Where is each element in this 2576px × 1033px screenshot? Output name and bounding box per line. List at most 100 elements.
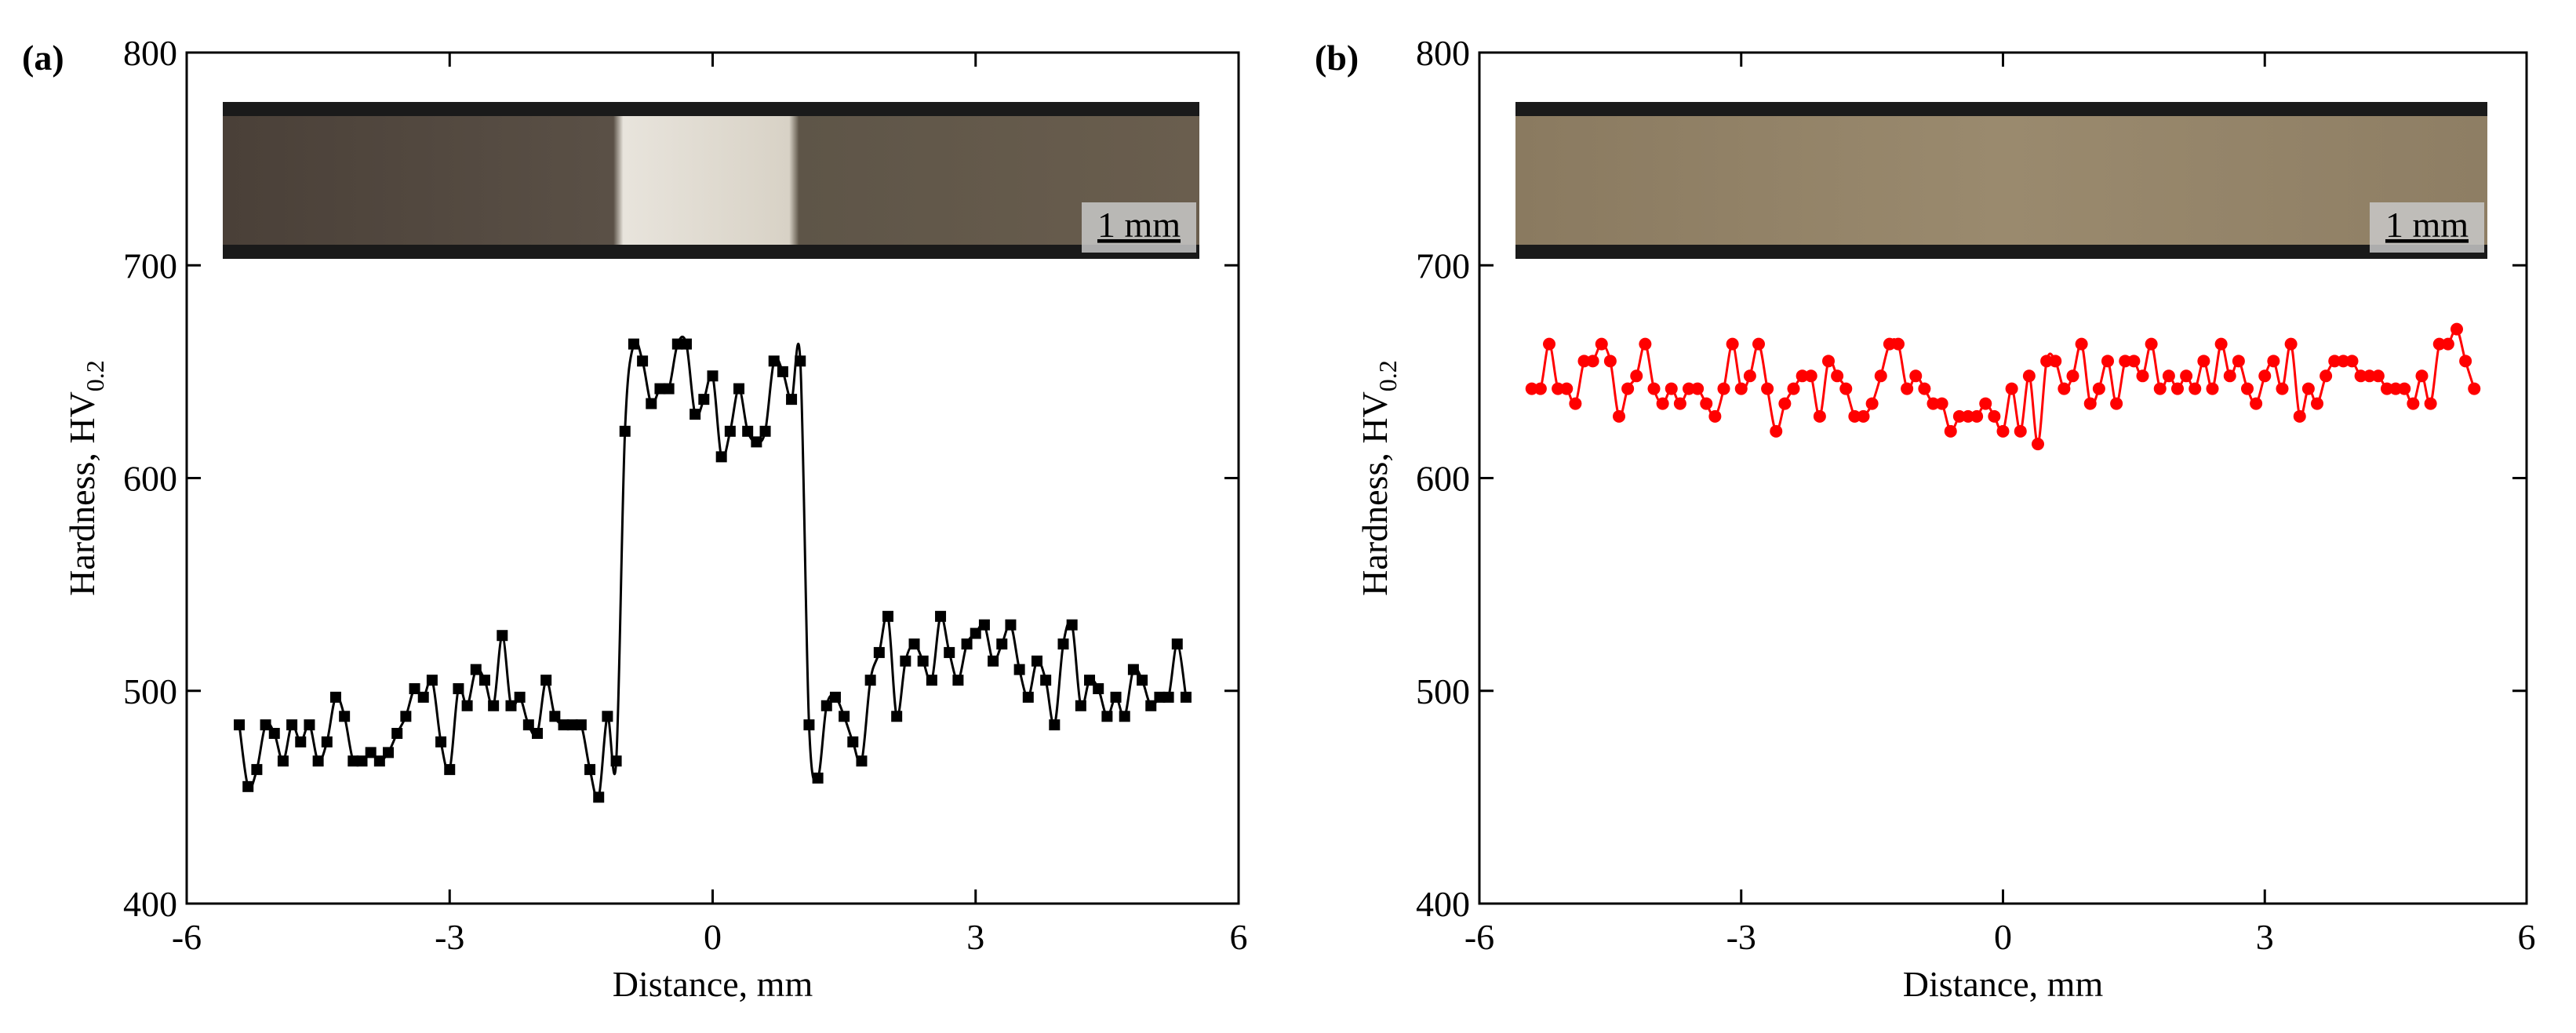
marker [1691, 382, 1705, 395]
marker [786, 394, 798, 406]
marker [2319, 369, 2333, 383]
marker [900, 655, 911, 667]
marker [2450, 322, 2463, 336]
y-tick-label: 600 [123, 459, 177, 499]
marker [1944, 424, 1957, 438]
marker [532, 728, 543, 739]
marker [768, 355, 780, 367]
marker [312, 755, 324, 767]
x-tick-label: 6 [1230, 917, 1248, 957]
y-axis-label-main: Hardness, HV [1355, 391, 1395, 596]
y-axis-label: Hardness, HV0.2 [62, 360, 109, 596]
marker [2223, 369, 2236, 383]
marker [935, 610, 947, 622]
panel-label: (a) [22, 38, 64, 78]
marker [1630, 369, 1643, 383]
marker [1734, 382, 1748, 395]
x-tick-label: -3 [435, 917, 464, 957]
marker [488, 700, 500, 711]
marker [1569, 397, 1582, 410]
marker [2381, 382, 2393, 395]
marker [1049, 719, 1061, 731]
marker [277, 755, 289, 767]
marker [988, 655, 999, 667]
x-tick-label: 6 [2518, 917, 2536, 957]
marker [1996, 424, 2010, 438]
marker [2432, 337, 2446, 351]
marker [1918, 382, 1931, 395]
y-tick-label: 500 [123, 671, 177, 711]
marker [715, 451, 727, 463]
marker [970, 627, 981, 639]
marker [2197, 355, 2210, 368]
marker [926, 675, 937, 686]
marker [1084, 675, 1096, 686]
marker [2459, 355, 2472, 368]
marker [628, 338, 639, 350]
marker [1962, 409, 1974, 423]
marker [1110, 691, 1122, 703]
marker [2119, 355, 2132, 368]
panel-label: (b) [1315, 38, 1359, 78]
marker [1717, 382, 1730, 395]
marker [646, 398, 657, 409]
marker [882, 610, 893, 622]
marker [1700, 397, 1713, 410]
marker [978, 619, 990, 631]
marker [575, 719, 587, 731]
micrograph-sample [223, 116, 1199, 245]
marker [1952, 409, 1966, 423]
marker [1031, 655, 1042, 667]
marker [1075, 700, 1086, 711]
marker [2468, 382, 2481, 395]
marker [1603, 355, 1617, 368]
marker [1137, 675, 1148, 686]
marker [2441, 337, 2454, 351]
marker [1560, 382, 1574, 395]
y-axis-label-main: Hardness, HV [62, 391, 102, 596]
marker [1770, 424, 1783, 438]
marker [2005, 382, 2018, 395]
y-tick-label: 700 [123, 246, 177, 286]
marker [1577, 355, 1591, 368]
marker [1883, 337, 1896, 351]
marker [2345, 355, 2359, 368]
marker [1656, 397, 1669, 410]
scale-label: 1 mm [1097, 205, 1181, 245]
marker [242, 780, 254, 792]
marker [2032, 438, 2044, 451]
y-axis-label-sub: 0.2 [1374, 360, 1402, 391]
marker [2258, 369, 2272, 383]
marker [593, 791, 605, 803]
marker [891, 711, 903, 722]
marker [2101, 355, 2114, 368]
marker [1761, 382, 1774, 395]
scale-label: 1 mm [2385, 205, 2469, 245]
x-tick-label: -3 [1726, 917, 1756, 957]
marker [356, 755, 368, 767]
marker [2136, 369, 2149, 383]
marker [1613, 409, 1625, 423]
marker [2415, 369, 2429, 383]
marker [856, 755, 868, 767]
marker [1726, 337, 1739, 351]
marker [2301, 382, 2315, 395]
marker [1673, 397, 1686, 410]
marker [339, 711, 351, 722]
marker [1145, 700, 1157, 711]
marker [2250, 397, 2263, 410]
marker [1787, 382, 1800, 395]
marker [2363, 369, 2376, 383]
marker [610, 755, 622, 767]
y-axis-label: Hardness, HV0.2 [1355, 360, 1402, 596]
marker [2075, 337, 2088, 351]
marker [873, 646, 885, 658]
x-tick-label: -6 [172, 917, 202, 957]
marker [2241, 382, 2254, 395]
marker [742, 425, 754, 437]
marker [584, 764, 596, 776]
marker [2066, 369, 2079, 383]
x-axis-label: Distance, mm [1903, 964, 2104, 1004]
marker [2189, 382, 2202, 395]
marker [1988, 409, 2001, 423]
